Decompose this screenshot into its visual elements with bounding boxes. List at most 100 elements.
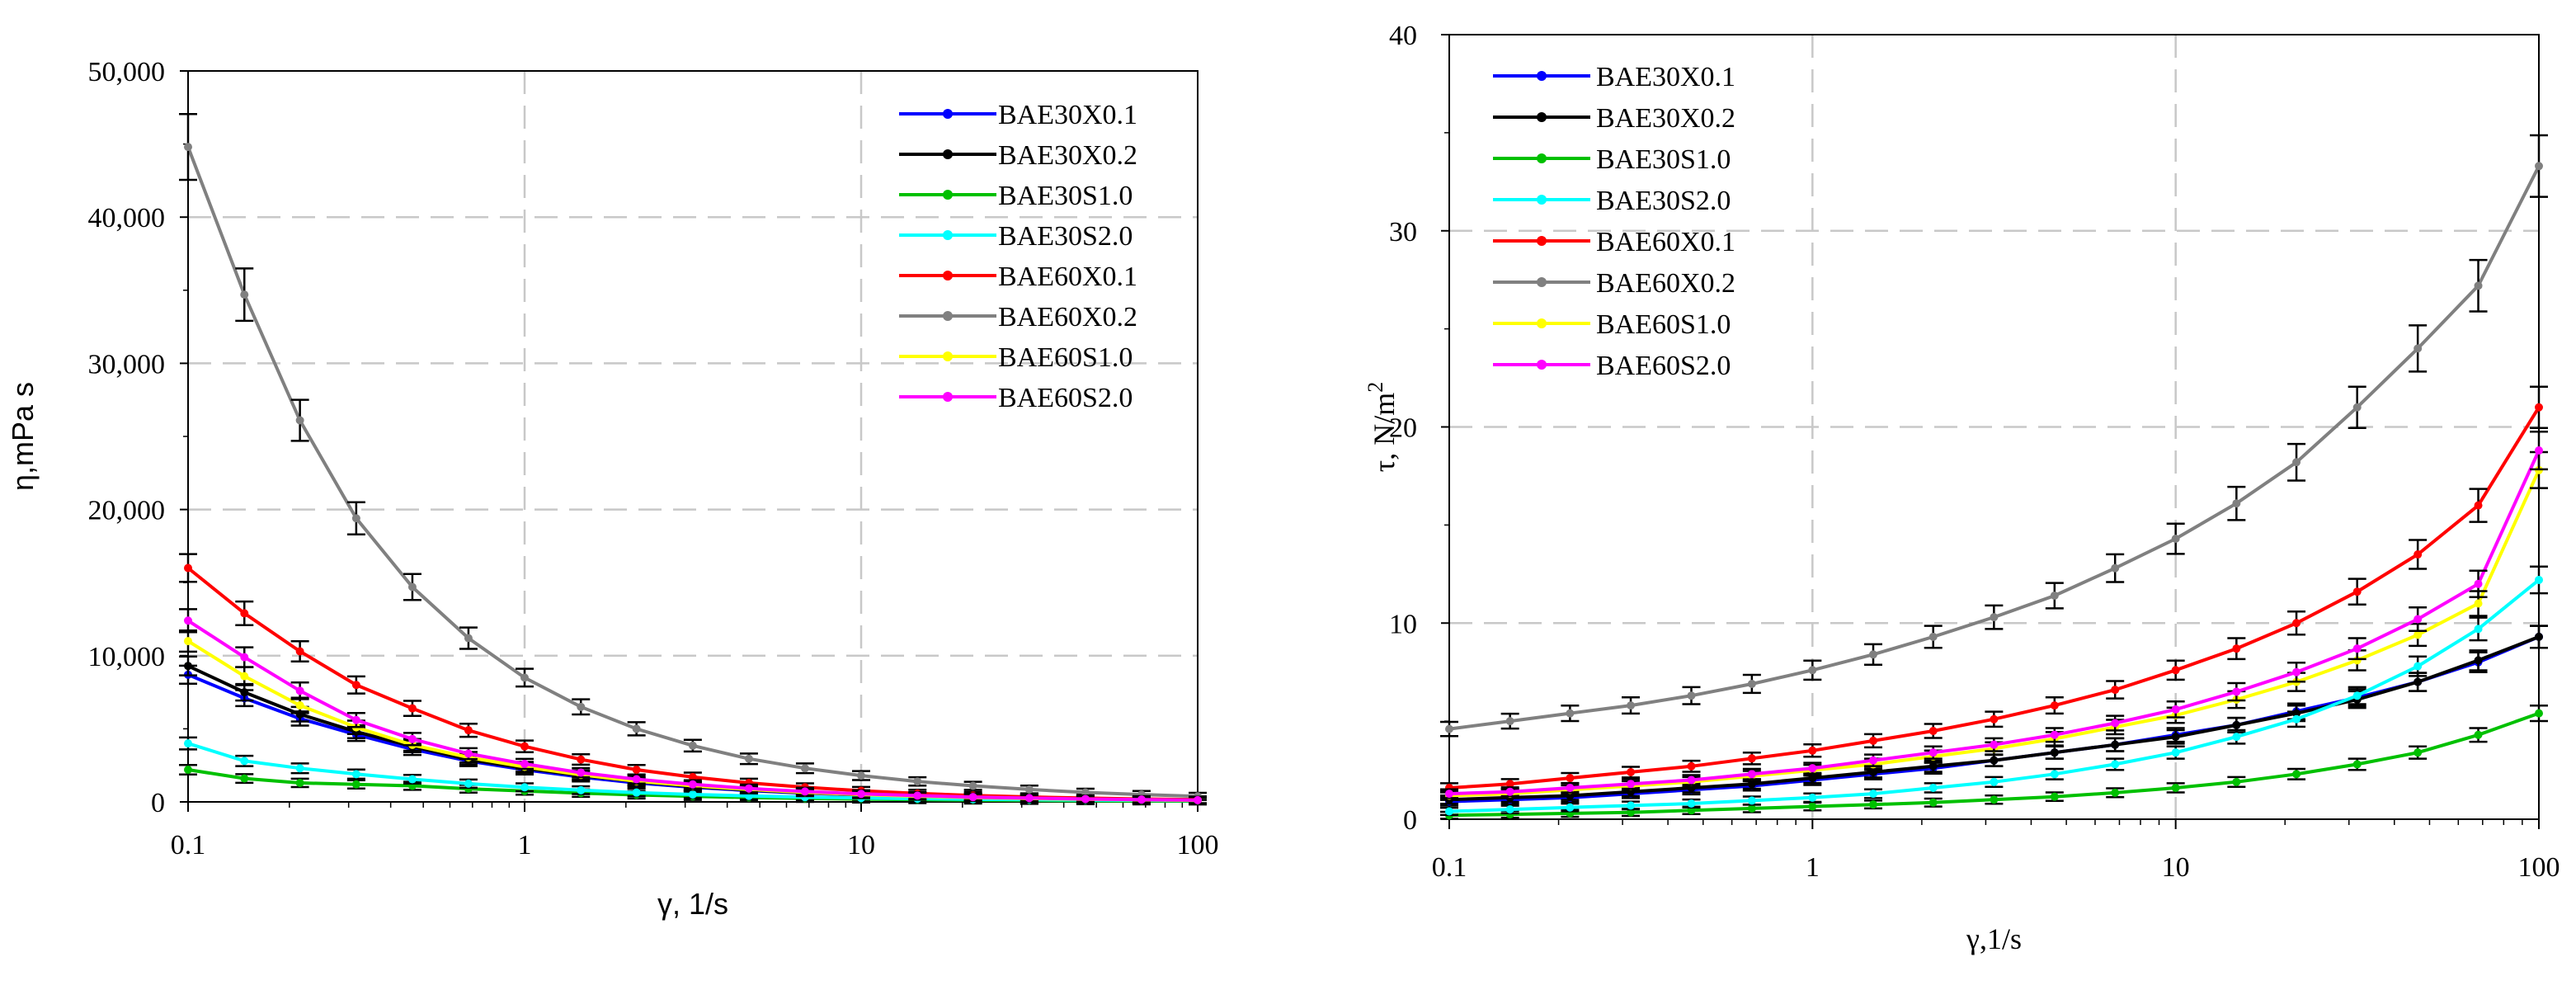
data-point bbox=[1990, 756, 1999, 765]
data-point bbox=[2050, 591, 2059, 600]
data-point bbox=[1869, 800, 1878, 809]
y-tick-label: 50,000 bbox=[88, 57, 166, 87]
data-point bbox=[1808, 666, 1817, 675]
data-point bbox=[2232, 644, 2241, 653]
legend-item-bae30s1-0: BAE30S1.0 bbox=[899, 181, 1133, 211]
data-point bbox=[240, 290, 249, 299]
data-point bbox=[351, 770, 360, 779]
data-point bbox=[1687, 691, 1696, 700]
data-point bbox=[1137, 795, 1146, 804]
data-point bbox=[1990, 795, 1999, 804]
data-point bbox=[2171, 748, 2180, 757]
legend-marker bbox=[1537, 360, 1547, 370]
x-tick-label: 0.1 bbox=[1432, 852, 1467, 883]
data-point bbox=[1869, 736, 1878, 745]
data-point bbox=[2474, 625, 2483, 634]
legend: BAE30X0.1 BAE30X0.2 BAE30S1.0 BAE30S2.0 BAE6… bbox=[1493, 62, 1735, 381]
data-point bbox=[2414, 748, 2423, 757]
series-line-bae60x0-1 bbox=[186, 566, 1199, 802]
data-point bbox=[1505, 717, 1514, 726]
data-point bbox=[184, 143, 192, 152]
data-point bbox=[2352, 691, 2362, 700]
data-point bbox=[240, 609, 249, 618]
legend-item-bae30x0-1: BAE30X0.1 bbox=[1493, 62, 1735, 92]
data-point bbox=[632, 788, 641, 797]
legend-label: BAE60S1.0 bbox=[998, 342, 1133, 373]
x-tick-label: 0.1 bbox=[171, 830, 206, 860]
data-point bbox=[1808, 764, 1817, 773]
data-point bbox=[1566, 709, 1575, 718]
series-bae60s2-0 bbox=[1440, 430, 2548, 799]
y-tick-label: 40 bbox=[1389, 21, 1417, 51]
data-point bbox=[184, 766, 192, 775]
data-point bbox=[968, 793, 977, 802]
legend-label: BAE30S1.0 bbox=[998, 181, 1133, 211]
data-point bbox=[1747, 804, 1756, 813]
data-point bbox=[2414, 630, 2423, 639]
data-point bbox=[1990, 714, 1999, 724]
legend-item-bae30s2-0: BAE30S2.0 bbox=[1493, 186, 1731, 216]
y-tick-label: 10,000 bbox=[88, 642, 166, 672]
data-point bbox=[351, 715, 360, 724]
legend-item-bae60x0-1: BAE60X0.1 bbox=[899, 262, 1137, 292]
y-axis-label-text: η,mPa s bbox=[6, 382, 40, 491]
legend-marker bbox=[943, 109, 953, 119]
data-point bbox=[1024, 785, 1034, 794]
y-tick-label: 40,000 bbox=[88, 203, 166, 233]
data-point bbox=[1747, 754, 1756, 763]
data-point bbox=[2111, 788, 2120, 797]
legend-marker bbox=[1537, 195, 1547, 205]
data-point bbox=[1081, 788, 1090, 797]
data-point bbox=[2352, 760, 2362, 769]
data-point bbox=[2474, 656, 2483, 665]
legend-label: BAE30S1.0 bbox=[1596, 144, 1731, 175]
data-point bbox=[1928, 632, 1938, 641]
data-point bbox=[240, 757, 249, 766]
series-bae60s2-0 bbox=[179, 608, 1207, 805]
legend-item-bae30s2-0: BAE30S2.0 bbox=[899, 221, 1133, 252]
data-point bbox=[1747, 770, 1756, 779]
legend-marker bbox=[1537, 112, 1547, 122]
data-point bbox=[1687, 776, 1696, 785]
y-tick-label: 20 bbox=[1389, 413, 1417, 444]
data-point bbox=[184, 739, 192, 748]
x-tick-label: 10 bbox=[2162, 852, 2190, 883]
data-point bbox=[351, 514, 360, 523]
data-point bbox=[2292, 714, 2301, 724]
data-point bbox=[744, 784, 753, 793]
y-axis-label-text: τ, N/m bbox=[1368, 393, 1401, 472]
data-point bbox=[577, 768, 586, 777]
y-tick-label: 20,000 bbox=[88, 496, 166, 526]
legend-label: BAE60X0.1 bbox=[1596, 227, 1735, 257]
data-point bbox=[2352, 587, 2362, 596]
data-point bbox=[407, 582, 417, 592]
legend-item-bae60x0-1: BAE60X0.1 bbox=[1493, 227, 1735, 257]
legend-label: BAE60X0.2 bbox=[998, 302, 1137, 332]
data-point bbox=[520, 783, 529, 792]
legend-item-bae60s2-0: BAE60S2.0 bbox=[899, 383, 1133, 413]
data-point bbox=[184, 563, 192, 573]
y-axis-label: η,mPa s bbox=[6, 382, 40, 491]
data-point bbox=[2474, 501, 2483, 510]
legend-label: BAE60S2.0 bbox=[1596, 351, 1731, 381]
data-point bbox=[2292, 619, 2301, 628]
data-point bbox=[2050, 770, 2059, 779]
legend-marker bbox=[1537, 71, 1547, 81]
data-point bbox=[632, 775, 641, 784]
data-point bbox=[2050, 792, 2059, 801]
data-point bbox=[1687, 761, 1696, 771]
legend-label: BAE60S1.0 bbox=[1596, 309, 1731, 340]
data-point bbox=[1566, 803, 1575, 812]
data-point bbox=[464, 779, 473, 788]
data-point bbox=[2414, 662, 2423, 671]
data-point bbox=[2414, 344, 2423, 353]
data-point bbox=[2292, 770, 2301, 779]
data-point bbox=[240, 653, 249, 662]
data-point bbox=[295, 647, 304, 656]
data-point bbox=[2232, 687, 2241, 696]
series-bae60x0-1 bbox=[179, 553, 1207, 804]
data-point bbox=[2292, 667, 2301, 676]
legend-label: BAE60S2.0 bbox=[998, 383, 1133, 413]
